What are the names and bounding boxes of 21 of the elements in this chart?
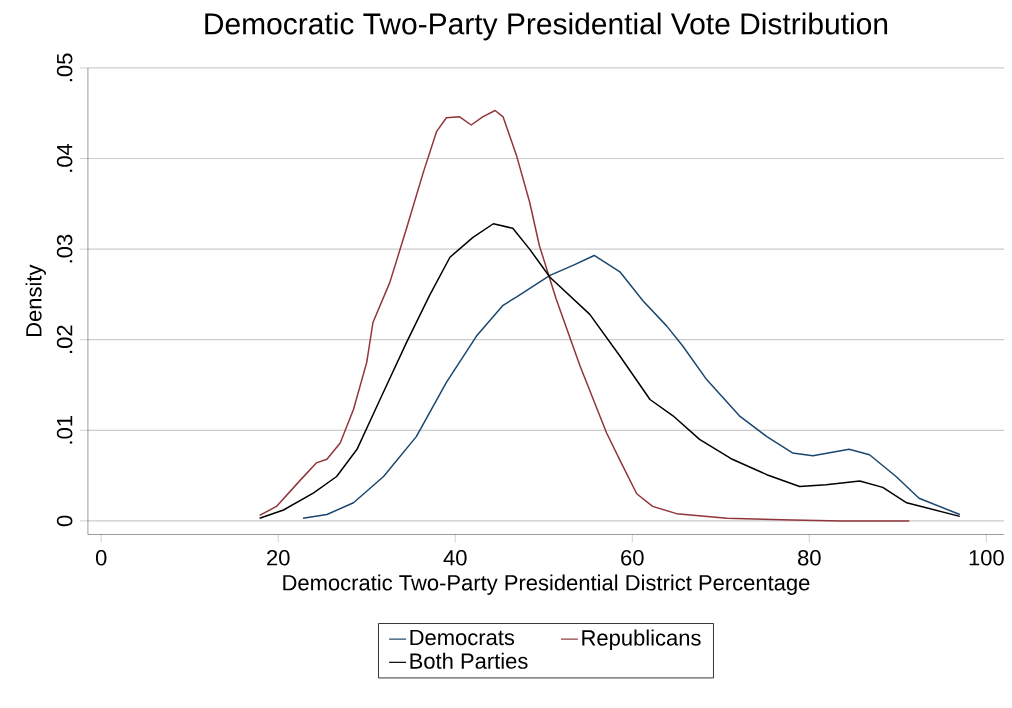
legend-label: Republicans — [582, 629, 701, 650]
y-tick-label: .02 — [56, 325, 73, 353]
y-axis-title: Density — [25, 264, 46, 336]
y-tick-label: .05 — [56, 53, 73, 82]
y-tick-label: .04 — [56, 143, 73, 172]
line-series — [302, 254, 961, 519]
line-series — [258, 222, 961, 519]
x-tick-label: 100 — [969, 549, 1004, 566]
x-tick-label: 0 — [95, 549, 107, 566]
chart-title: Democratic Two-Party Presidential Vote Distribution — [205, 12, 888, 41]
line-series — [258, 109, 911, 522]
y-tick-label: .01 — [56, 415, 73, 444]
x-axis-title: Democratic Two-Party Presidential District Percentage — [283, 574, 810, 595]
x-tick-label: 80 — [798, 549, 821, 566]
legend-label: Democrats — [410, 629, 515, 646]
y-tick-label: .03 — [56, 234, 73, 263]
x-tick-label: 40 — [443, 549, 467, 566]
legend-label: Both Parties — [410, 652, 528, 669]
x-tick-label: 20 — [267, 549, 290, 566]
y-tick-label: 0 — [56, 515, 73, 526]
x-tick-label: 60 — [621, 549, 644, 566]
